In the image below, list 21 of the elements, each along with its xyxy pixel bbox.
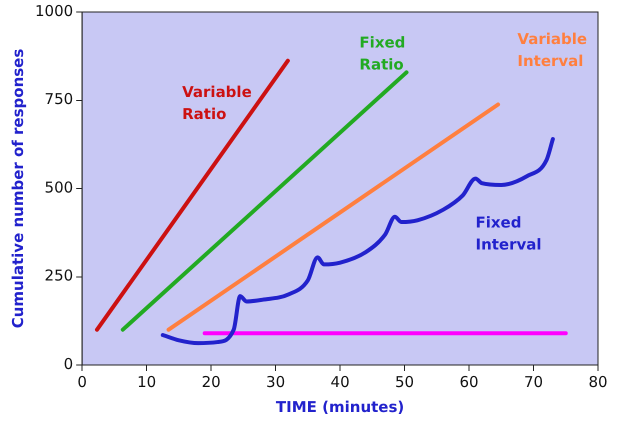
x-tick-label: 50 — [395, 372, 414, 391]
y-axis-title: Cumulative number of responses — [8, 48, 27, 328]
text: Variable Interval — [517, 30, 588, 70]
x-tick-label: 0 — [77, 372, 87, 391]
x-axis-title: TIME (minutes) — [276, 398, 404, 416]
y-tick-label: 0 — [64, 354, 74, 373]
x-tick-label: 10 — [137, 372, 156, 391]
series-label: Variable Ratio — [182, 83, 252, 124]
line-series — [160, 137, 555, 346]
x-tick-label: 70 — [524, 372, 544, 391]
y-tick-label: 750 — [44, 90, 74, 108]
x-tick-label: 20 — [202, 372, 221, 391]
series-label: Fixed Ratio — [359, 34, 406, 74]
y-tick-label: 500 — [44, 178, 74, 196]
x-tick-label: 30 — [266, 372, 286, 391]
x-tick-label: 80 — [588, 372, 608, 391]
y-tick-label: 250 — [44, 266, 74, 285]
y-tick-label: 1000 — [34, 2, 74, 20]
x-tick-label: 60 — [459, 372, 479, 391]
series-label: Fixed Interval — [475, 214, 542, 254]
x-tick-label: 40 — [330, 372, 350, 391]
